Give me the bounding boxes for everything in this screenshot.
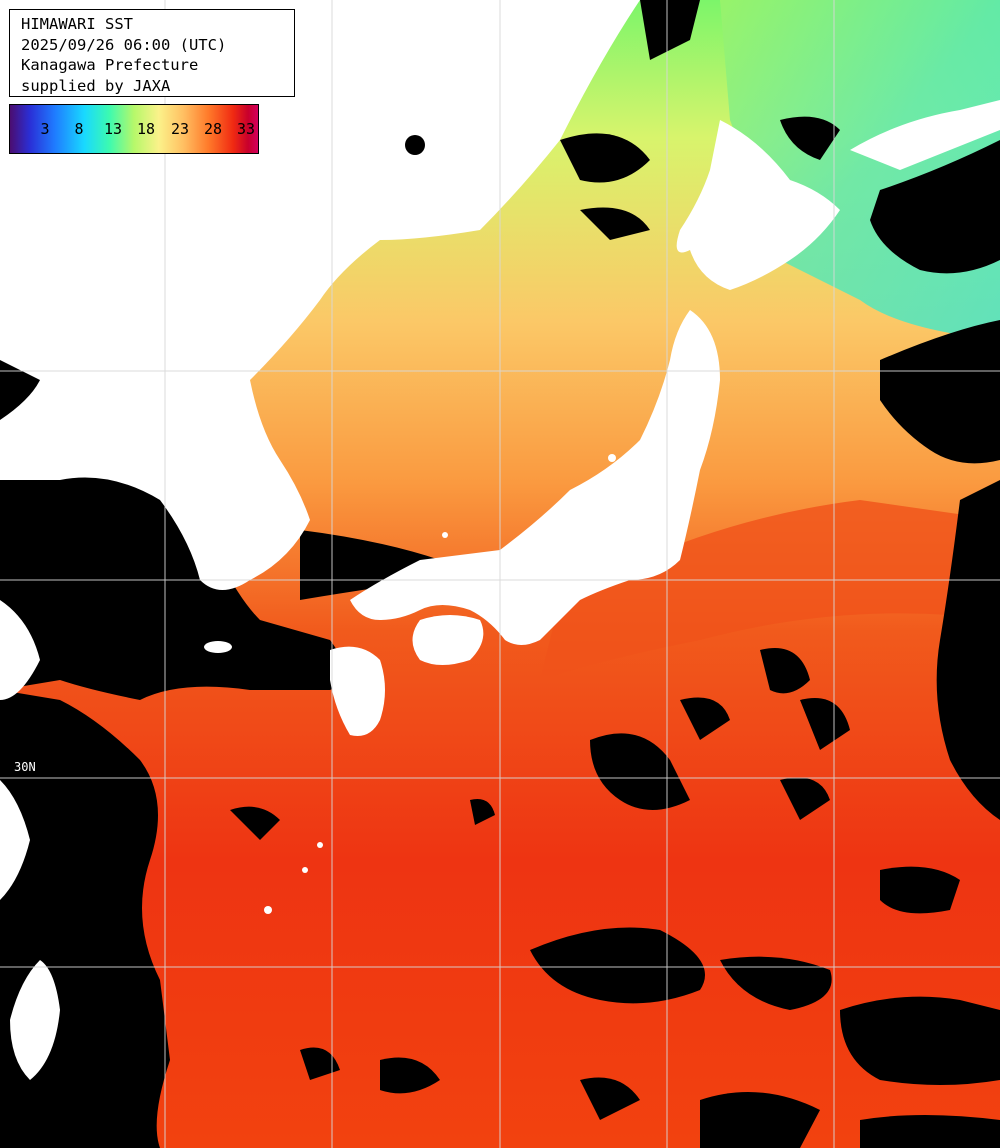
warm-current <box>540 500 1000 680</box>
title-line-product: HIMAWARI SST <box>21 15 133 33</box>
title-line-region: Kanagawa Prefecture <box>21 56 199 74</box>
title-line-datetime: 2025/09/26 06:00 (UTC) <box>21 35 227 54</box>
colorbar-tick: 18 <box>136 120 156 138</box>
title-box: HIMAWARI SST 2025/09/26 06:00 (UTC) Kana… <box>9 9 295 97</box>
sst-colorbar: 3 8 13 18 23 28 33 <box>9 104 259 154</box>
lat-label-40n: 40N <box>14 353 36 367</box>
title-line-source: supplied by JAXA <box>21 76 171 95</box>
colorbar-tick: 8 <box>74 120 84 138</box>
lat-label-30n: 30N <box>14 760 36 774</box>
colorbar-tick: 33 <box>236 120 256 138</box>
colorbar-tick: 13 <box>103 120 123 138</box>
colorbar-tick: 3 <box>40 120 50 138</box>
colorbar-tick: 23 <box>170 120 190 138</box>
colorbar-tick: 28 <box>203 120 223 138</box>
